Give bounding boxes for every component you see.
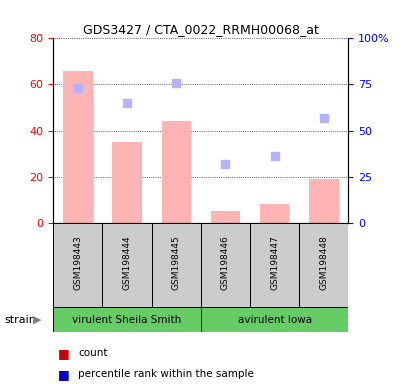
Text: GSM198443: GSM198443	[73, 235, 82, 290]
FancyBboxPatch shape	[249, 223, 299, 307]
Point	[124, 100, 130, 106]
Text: ■: ■	[57, 368, 69, 381]
Point	[222, 161, 228, 167]
Text: ▶: ▶	[33, 314, 41, 325]
FancyBboxPatch shape	[200, 223, 249, 307]
FancyBboxPatch shape	[102, 223, 151, 307]
FancyBboxPatch shape	[299, 223, 348, 307]
Title: GDS3427 / CTA_0022_RRMH00068_at: GDS3427 / CTA_0022_RRMH00068_at	[83, 23, 318, 36]
FancyBboxPatch shape	[53, 223, 102, 307]
Bar	[259, 204, 289, 223]
Point	[74, 85, 81, 91]
Point	[320, 114, 326, 121]
Text: strain: strain	[4, 314, 36, 325]
Text: avirulent Iowa: avirulent Iowa	[237, 314, 311, 325]
Text: percentile rank within the sample: percentile rank within the sample	[78, 369, 253, 379]
Text: GSM198447: GSM198447	[270, 235, 279, 290]
FancyBboxPatch shape	[200, 307, 348, 332]
Text: GSM198444: GSM198444	[122, 235, 131, 290]
Bar	[112, 142, 142, 223]
Text: ■: ■	[57, 347, 69, 360]
Text: GSM198445: GSM198445	[171, 235, 180, 290]
Bar	[210, 211, 240, 223]
Bar	[308, 179, 338, 223]
Text: GSM198446: GSM198446	[220, 235, 229, 290]
Text: virulent Sheila Smith: virulent Sheila Smith	[72, 314, 181, 325]
Text: count: count	[78, 348, 107, 358]
Text: GSM198448: GSM198448	[319, 235, 328, 290]
FancyBboxPatch shape	[53, 307, 200, 332]
Bar	[63, 71, 92, 223]
FancyBboxPatch shape	[151, 223, 200, 307]
Bar	[161, 121, 191, 223]
Point	[271, 153, 277, 159]
Point	[173, 79, 179, 86]
